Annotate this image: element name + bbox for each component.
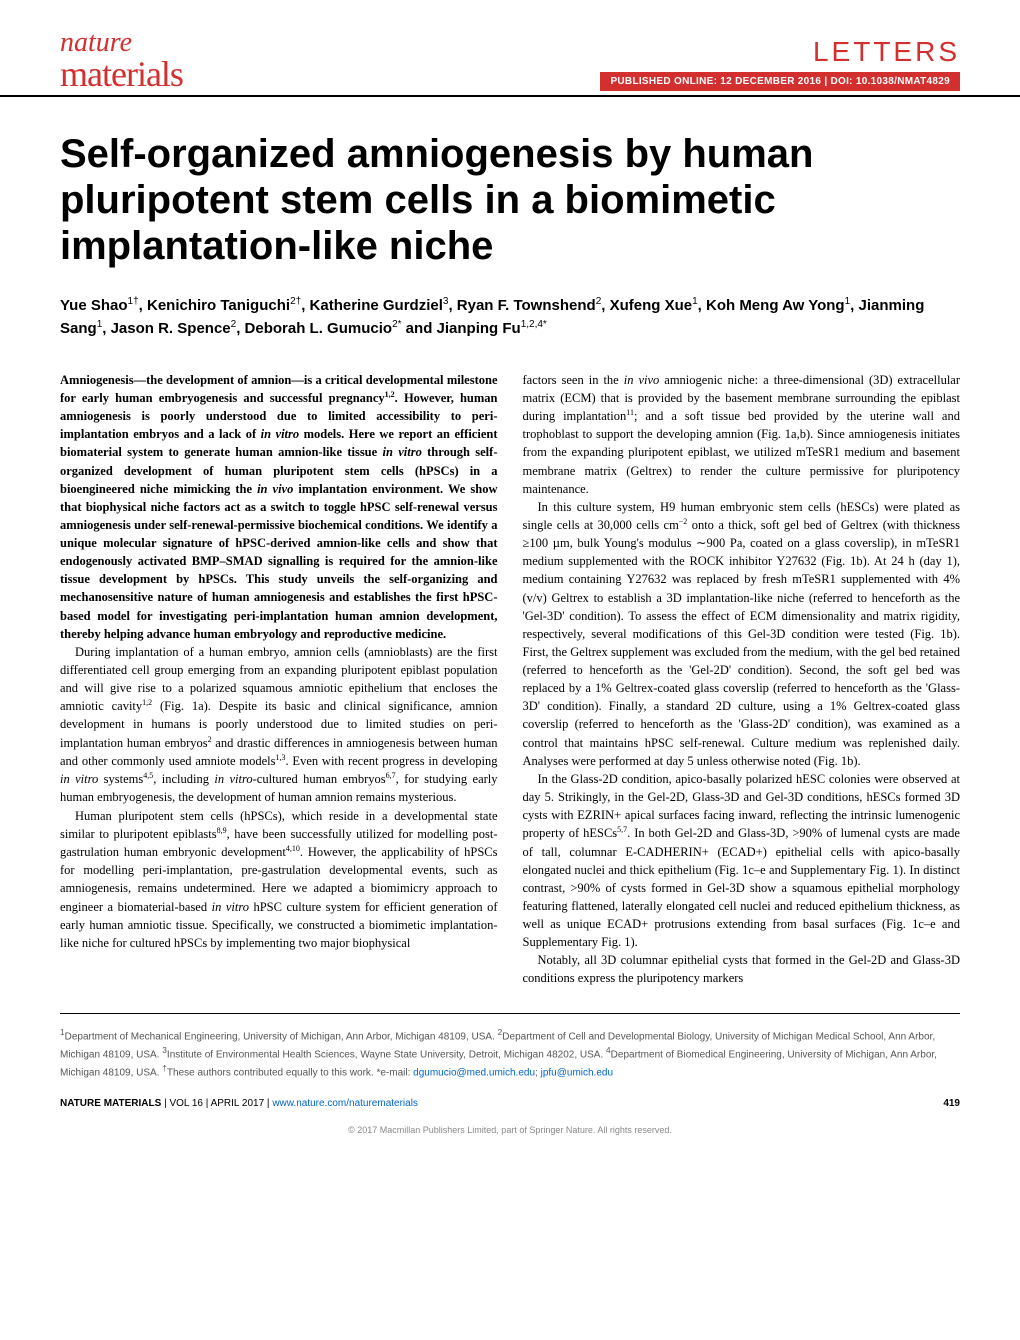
column-right: factors seen in the in vivo amniogenic n… xyxy=(523,371,961,988)
body-paragraph: In this culture system, H9 human embryon… xyxy=(523,498,961,770)
copyright-notice: © 2017 Macmillan Publishers Limited, par… xyxy=(0,1117,1020,1155)
body-columns: Amniogenesis—the development of amnion—i… xyxy=(0,371,1020,988)
header-bar: nature materials LETTERS PUBLISHED ONLIN… xyxy=(0,0,1020,97)
affiliations: 1Department of Mechanical Engineering, U… xyxy=(60,1013,960,1081)
journal-name-line2: materials xyxy=(60,57,183,91)
page-footer: NATURE MATERIALS | VOL 16 | APRIL 2017 |… xyxy=(0,1080,1020,1117)
article-title: Self-organized amniogenesis by human plu… xyxy=(0,101,1020,294)
publication-info: PUBLISHED ONLINE: 12 DECEMBER 2016 | DOI… xyxy=(600,72,960,91)
column-left: Amniogenesis—the development of amnion—i… xyxy=(60,371,498,988)
body-paragraph: factors seen in the in vivo amniogenic n… xyxy=(523,371,961,498)
body-paragraph: During implantation of a human embryo, a… xyxy=(60,643,498,807)
body-paragraph: Notably, all 3D columnar epithelial cyst… xyxy=(523,951,961,987)
author-list: Yue Shao1†, Kenichiro Taniguchi2†, Kathe… xyxy=(0,294,1020,371)
body-paragraph: In the Glass-2D condition, apico-basally… xyxy=(523,770,961,951)
journal-logo: nature materials xyxy=(60,30,183,91)
journal-name-line1: nature xyxy=(60,30,183,57)
article-type-label: LETTERS xyxy=(600,36,960,68)
footer-citation: NATURE MATERIALS | VOL 16 | APRIL 2017 |… xyxy=(60,1098,418,1109)
abstract: Amniogenesis—the development of amnion—i… xyxy=(60,371,498,643)
letters-block: LETTERS PUBLISHED ONLINE: 12 DECEMBER 20… xyxy=(600,36,960,91)
page-number: 419 xyxy=(943,1098,960,1109)
body-paragraph: Human pluripotent stem cells (hPSCs), wh… xyxy=(60,807,498,952)
